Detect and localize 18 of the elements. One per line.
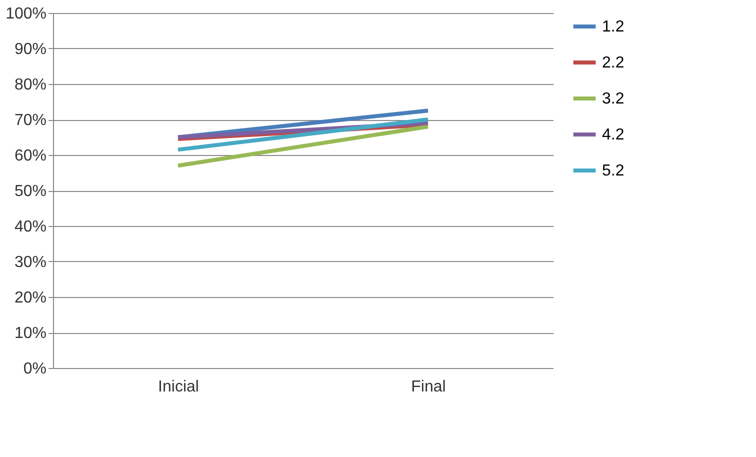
y-tick-label: 10% — [14, 325, 46, 342]
y-tick-label: 30% — [14, 254, 46, 271]
legend-label: 1.2 — [602, 18, 624, 36]
legend-label: 3.2 — [602, 90, 624, 108]
y-tick-label: 20% — [14, 290, 46, 306]
x-tick-label: Final — [411, 378, 446, 396]
x-tick-label: Inicial — [158, 378, 199, 396]
y-tick-label: 70% — [14, 112, 46, 129]
y-tick-label: 90% — [14, 41, 46, 58]
legend-label: 4.2 — [602, 126, 624, 144]
y-tick-label: 0% — [23, 360, 46, 378]
y-tick-label: 80% — [14, 76, 46, 94]
legend-label: 5.2 — [602, 162, 624, 180]
y-tick-label: 40% — [14, 218, 46, 236]
y-tick-label: 50% — [14, 183, 46, 200]
y-tick-label: 100% — [6, 6, 46, 22]
y-tick-label: 60% — [14, 148, 46, 164]
legend-label: 2.2 — [602, 54, 624, 72]
